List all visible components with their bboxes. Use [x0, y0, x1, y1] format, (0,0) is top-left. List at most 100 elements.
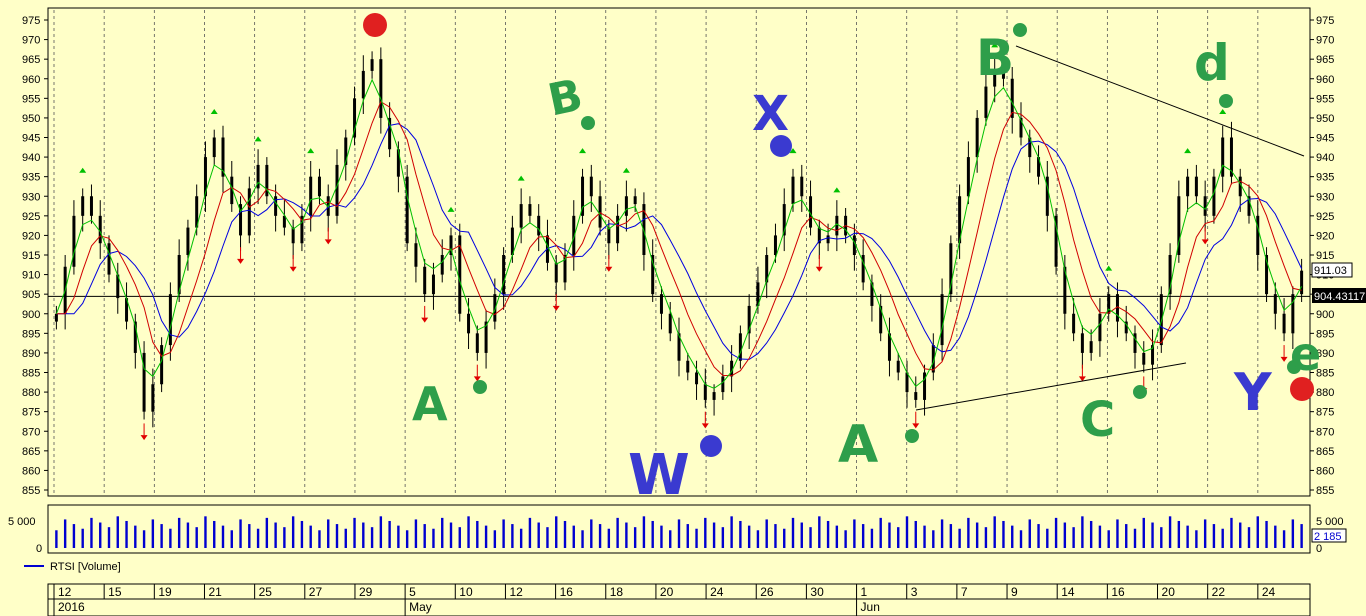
candle-body: [1221, 137, 1225, 177]
volume-bar: [1256, 516, 1259, 548]
reference-line-box: [1312, 288, 1366, 303]
last-price-box: [1311, 262, 1353, 278]
candle-body: [791, 176, 795, 205]
candle-body: [458, 235, 462, 314]
candle-body: [353, 98, 357, 138]
last-volume-label: 2 185: [1314, 531, 1342, 543]
date-tick-label: 26: [760, 585, 774, 599]
candle-body: [537, 215, 541, 236]
volume-bar: [300, 520, 304, 548]
volume-bar: [993, 516, 996, 548]
candle-body: [151, 384, 155, 412]
date-tick-label: 30: [810, 585, 824, 599]
volume-bar: [905, 516, 909, 548]
volume-bar: [1160, 527, 1163, 548]
volume-bar: [291, 516, 295, 548]
date-tick-label: 3: [911, 585, 918, 599]
volume-bar: [607, 528, 611, 548]
y-tick-label: 930: [22, 191, 40, 203]
volume-tick-label: 5 000: [1316, 516, 1344, 528]
date-tick-label: 27: [309, 585, 323, 599]
down-fractal-marker: [1201, 239, 1209, 245]
candle-body: [256, 164, 260, 189]
candle-body: [1186, 176, 1190, 197]
volume-bar: [940, 519, 944, 548]
y-tick-label: 920: [1316, 230, 1334, 242]
volume-bar: [1291, 519, 1295, 548]
volume-bar: [756, 530, 760, 548]
candle-body: [887, 333, 891, 361]
y-tick-label: 950: [1316, 113, 1334, 125]
candle-body: [502, 255, 506, 295]
candle-body: [695, 372, 699, 385]
up-fractal-marker: [789, 148, 797, 154]
volume-bar: [335, 524, 339, 548]
volume-bar: [800, 522, 803, 548]
y-tick-label: 945: [22, 133, 40, 145]
volume-bar: [879, 517, 882, 548]
up-fractal-marker: [79, 167, 87, 173]
date-axis: [47, 583, 1311, 616]
trendline-upper: [1015, 45, 1305, 157]
candle-body: [274, 196, 278, 216]
annotation-label: W: [628, 443, 690, 508]
volume-bar: [327, 519, 330, 548]
candle-body: [677, 333, 681, 361]
candle-body: [975, 117, 979, 158]
candle-body: [282, 215, 286, 228]
candle-body: [1107, 294, 1111, 314]
volume-bar: [853, 519, 856, 548]
candle-body: [81, 196, 85, 216]
last-volume-box: [1311, 528, 1347, 543]
date-tick-label: 24: [1262, 585, 1276, 599]
volume-bar: [134, 525, 137, 548]
candle-body: [449, 235, 453, 255]
candle-body: [966, 157, 970, 197]
candle-body: [1256, 215, 1260, 255]
down-fractal-marker: [140, 435, 148, 441]
volume-bar: [598, 524, 602, 548]
volume-bar: [704, 517, 707, 548]
volume-bar: [1186, 525, 1189, 548]
y-tick-label: 940: [1316, 152, 1334, 164]
candle-body: [905, 372, 909, 393]
red-dot-annotation: [1290, 377, 1314, 401]
volume-bar: [1046, 528, 1049, 548]
volume-bar: [651, 520, 654, 548]
up-fractal-marker: [622, 167, 630, 173]
volume-bar: [230, 530, 233, 548]
volume-bar: [809, 527, 812, 548]
y-tick-label: 870: [22, 426, 40, 438]
volume-bar: [142, 530, 146, 548]
candle-body: [1133, 333, 1137, 353]
candle-body: [686, 360, 690, 373]
candle-body: [800, 176, 804, 197]
up-fractal-marker: [254, 136, 262, 142]
date-tick-label: 22: [1212, 585, 1226, 599]
candle-body: [54, 313, 58, 322]
candle-body: [826, 235, 830, 244]
date-tick-label: 16: [1111, 585, 1125, 599]
volume-bar: [625, 522, 628, 548]
volume-bar: [467, 516, 470, 548]
volume-bar: [870, 528, 874, 548]
volume-bar: [379, 516, 383, 548]
candle-body: [1054, 215, 1058, 267]
y-tick-label: 935: [1316, 172, 1334, 184]
volume-bar: [1081, 516, 1084, 548]
volume-bar: [1221, 528, 1224, 548]
date-tick-label: 20: [1162, 585, 1176, 599]
volume-tick-label: 0: [1316, 543, 1322, 555]
green-dot-annotation: [1219, 94, 1233, 108]
annotation-label: B: [976, 29, 1014, 87]
volume-bar: [309, 525, 312, 548]
date-tick-label: 15: [108, 585, 122, 599]
volume-bar: [283, 527, 286, 548]
candle-body: [247, 188, 251, 236]
candle-body: [142, 352, 146, 412]
date-tick-label: 25: [259, 585, 273, 599]
candle-body: [1229, 137, 1233, 177]
candle-body: [756, 282, 760, 306]
volume-bar: [370, 527, 374, 548]
